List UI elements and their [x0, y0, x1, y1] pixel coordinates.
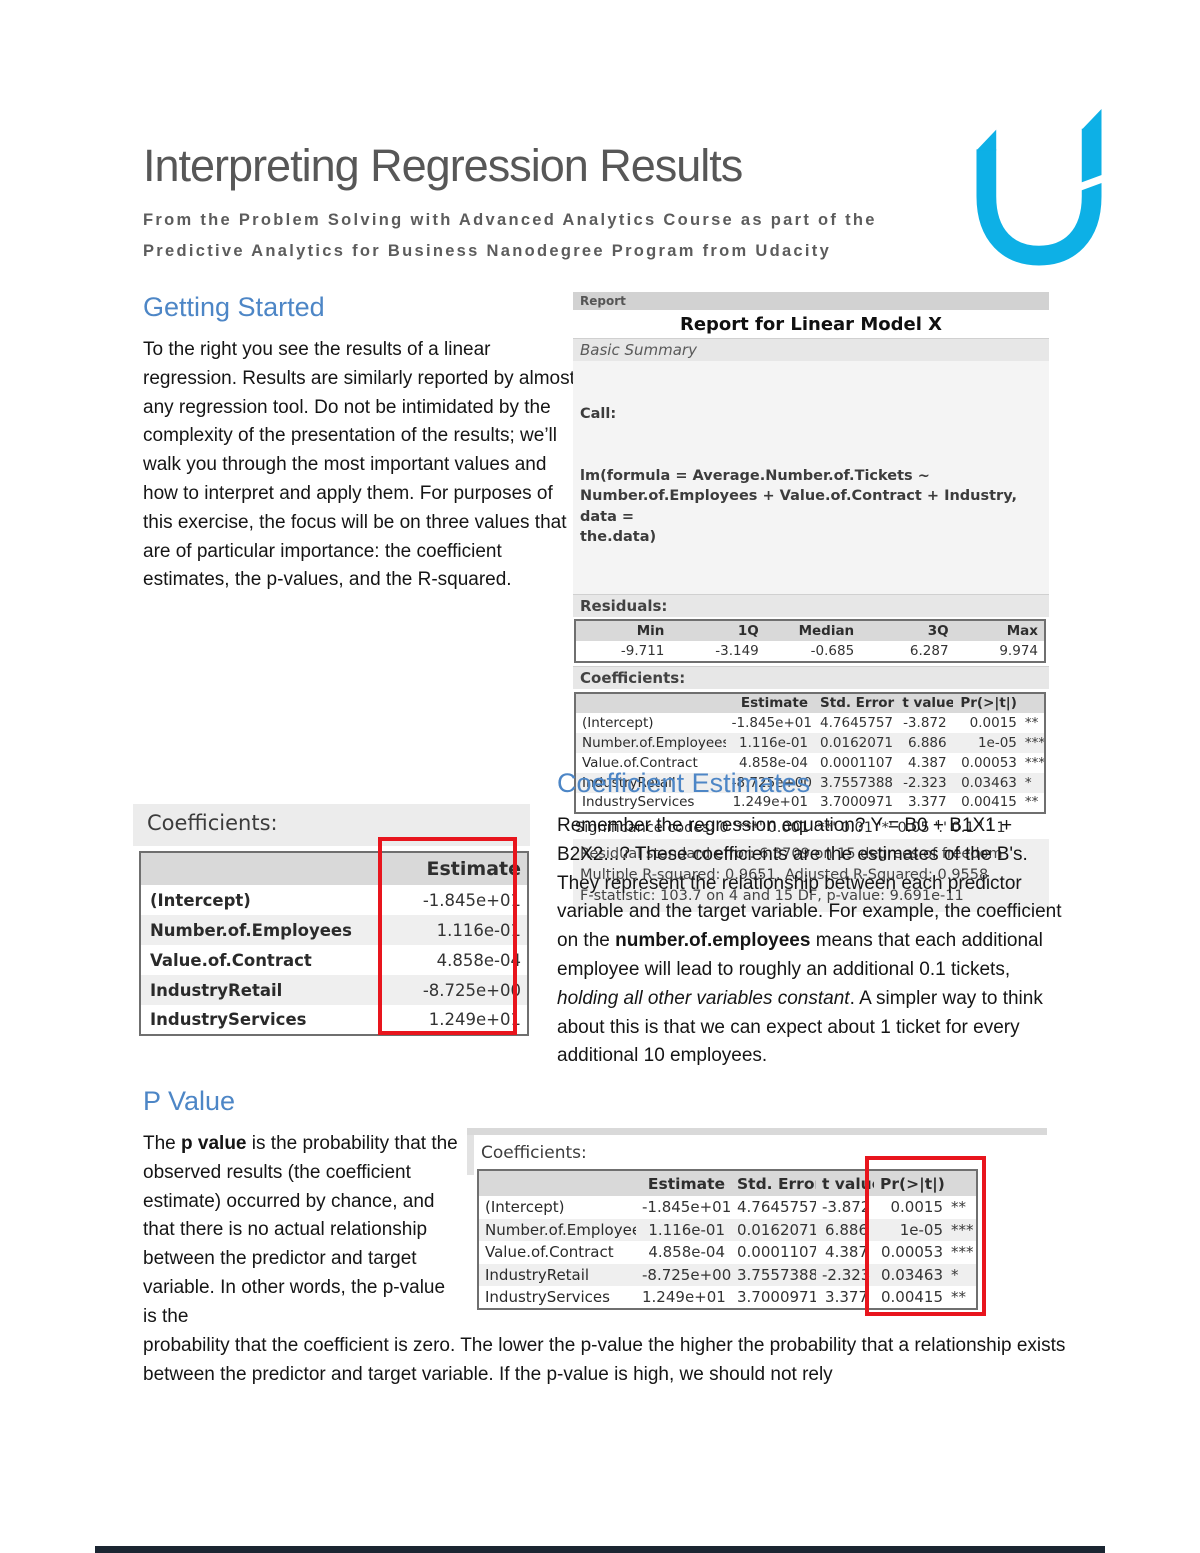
- table-row: Number.of.Employees 1.116e-01 0.0162071 …: [575, 732, 1045, 753]
- table-row: (Intercept) -1.845e+01: [150, 890, 521, 910]
- residuals-header: Max: [954, 619, 1045, 641]
- p-value-highlight-screenshot: Coefficients: Estimate Std. Error t valu…: [467, 1128, 1047, 1316]
- residuals-value-row: -9.711 -3.149 -0.685 6.287 9.974: [575, 641, 1045, 662]
- table-row: IndustryRetail -8.725e+00 3.7557388 -2.3…: [478, 1263, 977, 1286]
- col-header-t-value: t value: [816, 1170, 874, 1196]
- call-block: Call: lm(formula = Average.Number.of.Tic…: [573, 361, 1049, 594]
- col-header-estimate: Estimate: [725, 692, 815, 713]
- subtitle-line-2: Predictive Analytics for Business Nanode…: [143, 242, 832, 260]
- residuals-header: 1Q: [670, 619, 765, 641]
- table-row: Value.of.Contract 4.858e-04: [150, 950, 521, 970]
- col-header-p-value: Pr(>|t|): [952, 692, 1023, 713]
- estimate-column-highlight-box: [378, 837, 517, 1035]
- p-value-paragraph-continued: probability that the coefficient is zero…: [143, 1335, 1066, 1385]
- table-row: IndustryRetail -8.725e+00: [140, 975, 528, 1005]
- bold-p-value: p value: [181, 1133, 247, 1154]
- page-footer-edge: [95, 1546, 1105, 1553]
- regression-report-screenshot: Report Report for Linear Model X Basic S…: [573, 292, 1049, 912]
- residual-value: 6.287: [909, 642, 949, 659]
- col-header-t-value: t value: [896, 692, 953, 713]
- p-value-paragraph: The p value is the probability that the …: [143, 1133, 458, 1327]
- coefficients-header-row: Estimate Std. Error t value Pr(>|t|): [575, 692, 1045, 713]
- table-row: Number.of.Employees 1.116e-01: [140, 915, 528, 945]
- table-row: (Intercept) -1.845e+01 4.7645757 -3.872 …: [485, 1198, 966, 1217]
- call-label: Call:: [580, 406, 617, 422]
- table-header-row: Estimate: [140, 852, 528, 885]
- report-coefficients-table: Estimate Std. Error t value Pr(>|t|) (In…: [574, 691, 1046, 814]
- screenshot-crop-edge: [467, 1128, 1047, 1135]
- bold-number-of-employees: number.of.employees: [615, 930, 811, 952]
- residual-value: 9.974: [999, 642, 1038, 659]
- col-header-estimate: Estimate: [636, 1170, 731, 1196]
- residuals-header-row: Min 1Q Median 3Q Max: [575, 619, 1045, 641]
- subtitle-line-1: From the Problem Solving with Advanced A…: [143, 211, 877, 229]
- residuals-header: Median: [764, 619, 861, 641]
- pvalue-coefficients-table: Estimate Std. Error t value Pr(>|t|) (In…: [477, 1169, 978, 1310]
- italic-holding-constant: holding all other variables constant: [557, 987, 850, 1009]
- residual-standard-error: Residual standard error: 6.3709 on 15 de…: [580, 845, 1003, 862]
- page-subtitle: From the Problem Solving with Advanced A…: [143, 205, 943, 267]
- report-window-label: Report: [573, 292, 1049, 310]
- table-row: IndustryServices 1.249e+01 3.7000971 3.3…: [582, 794, 1039, 810]
- significance-codes: Significance codes: 0 '***' 0.001 '**' 0…: [575, 819, 1006, 836]
- table-row: (Intercept) -1.845e+01 4.7645757 -3.872 …: [582, 714, 1039, 731]
- col-header-p-value: Pr(>|t|): [874, 1170, 949, 1196]
- residuals-table: Min 1Q Median 3Q Max -9.711 -3.149 -0.68…: [574, 618, 1046, 663]
- udacity-logo-icon: [945, 93, 1133, 281]
- residual-value: -3.149: [715, 642, 759, 659]
- col-header-std-error: Std. Error: [814, 692, 897, 713]
- report-title: Report for Linear Model X: [679, 314, 943, 335]
- p-value-heading: P Value: [143, 1086, 236, 1116]
- coefficients-label: Coefficients:: [573, 665, 1049, 689]
- title-block: Interpreting Regression Results From the…: [143, 140, 943, 267]
- col-header-std-error: Std. Error: [731, 1170, 816, 1196]
- residuals-header: 3Q: [860, 619, 955, 641]
- getting-started-paragraph: To the right you see the results of a li…: [143, 339, 575, 591]
- coefficients-label: Coefficients:: [481, 1143, 587, 1163]
- r-squared-line: Multiple R-squared: 0.9651, Adjusted R-S…: [580, 866, 989, 883]
- table-row: IndustryRetail -8.725e+00 3.7557388 -2.3…: [575, 772, 1045, 793]
- screenshot-crop-edge: [467, 1135, 474, 1175]
- col-header-estimate: Estimate: [384, 852, 528, 885]
- residuals-label: Residuals:: [573, 593, 1049, 617]
- table-row: IndustryServices 1.249e+01: [150, 1010, 521, 1029]
- estimate-highlight-screenshot: Coefficients: Estimate (Intercept) -1.84…: [133, 804, 530, 1036]
- coefficient-estimates-paragraph: Remember the regression equation? Y = B0…: [557, 815, 1062, 1067]
- basic-summary-label: Basic Summary: [573, 338, 1049, 361]
- getting-started-heading: Getting Started: [143, 292, 325, 322]
- residual-value: -9.711: [620, 642, 665, 659]
- coefficients-header-row: Estimate Std. Error t value Pr(>|t|): [478, 1170, 977, 1196]
- f-statistic-line: F-statistic: 103.7 on 4 and 15 DF, p-val…: [580, 887, 964, 904]
- residuals-header: Min: [575, 619, 671, 641]
- residual-value: -0.685: [810, 642, 855, 659]
- report-footer: Residual standard error: 6.3709 on 15 de…: [573, 838, 1049, 912]
- page-title: Interpreting Regression Results: [143, 140, 743, 191]
- table-row: Value.of.Contract 4.858e-04 0.0001107 4.…: [485, 1243, 974, 1262]
- table-row: Number.of.Employees 1.116e-01 0.0162071 …: [478, 1218, 977, 1241]
- estimate-coefficients-table: Estimate (Intercept) -1.845e+01 Number.o…: [139, 851, 529, 1036]
- coefficient-estimates-heading: Coefficient Estimates: [557, 768, 811, 798]
- table-row: Value.of.Contract 4.858e-04 0.0001107 4.…: [582, 754, 1045, 771]
- call-formula: lm(formula = Average.Number.of.Tickets ~…: [580, 467, 1018, 546]
- table-row: IndustryServices 1.249e+01 3.7000971 3.3…: [485, 1287, 966, 1306]
- p-value-column-highlight-box: [865, 1156, 986, 1316]
